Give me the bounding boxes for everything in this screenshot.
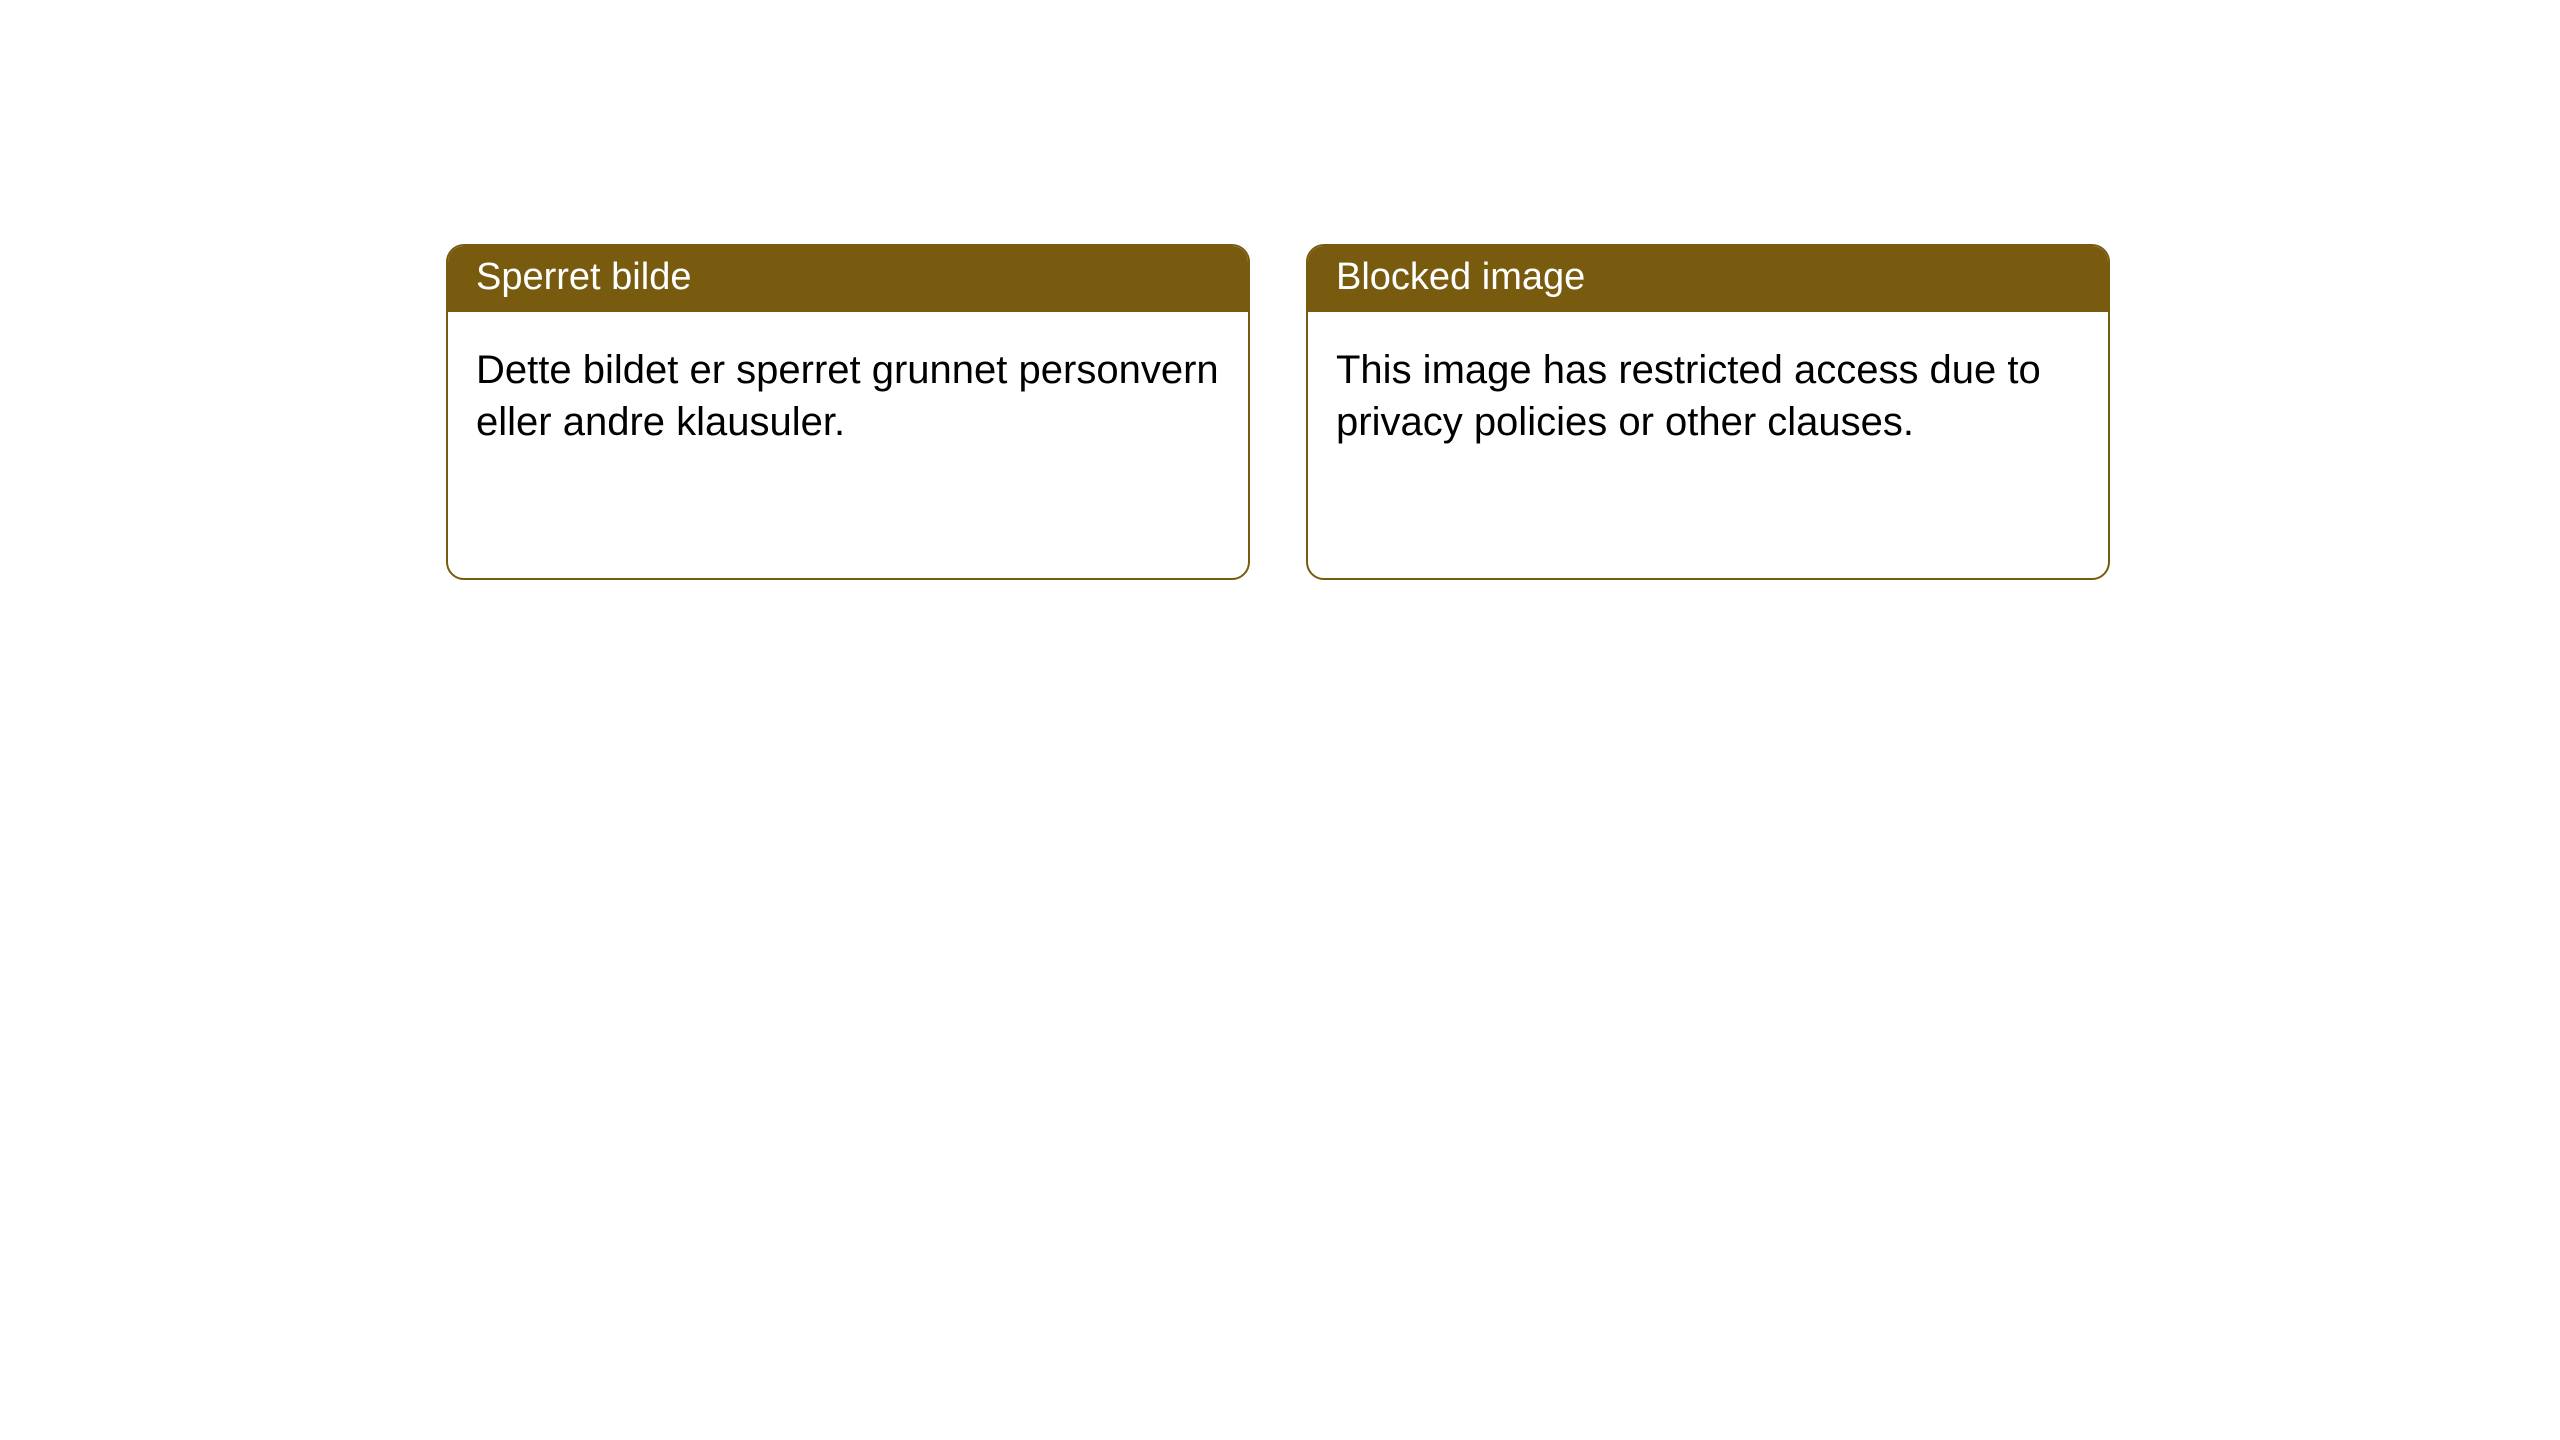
notice-title-english: Blocked image — [1308, 246, 2108, 312]
notice-body-english: This image has restricted access due to … — [1308, 312, 2108, 480]
notice-title-norwegian: Sperret bilde — [448, 246, 1248, 312]
notice-card-norwegian: Sperret bilde Dette bildet er sperret gr… — [446, 244, 1250, 580]
notice-body-norwegian: Dette bildet er sperret grunnet personve… — [448, 312, 1248, 480]
notice-card-english: Blocked image This image has restricted … — [1306, 244, 2110, 580]
notice-container: Sperret bilde Dette bildet er sperret gr… — [0, 0, 2560, 580]
